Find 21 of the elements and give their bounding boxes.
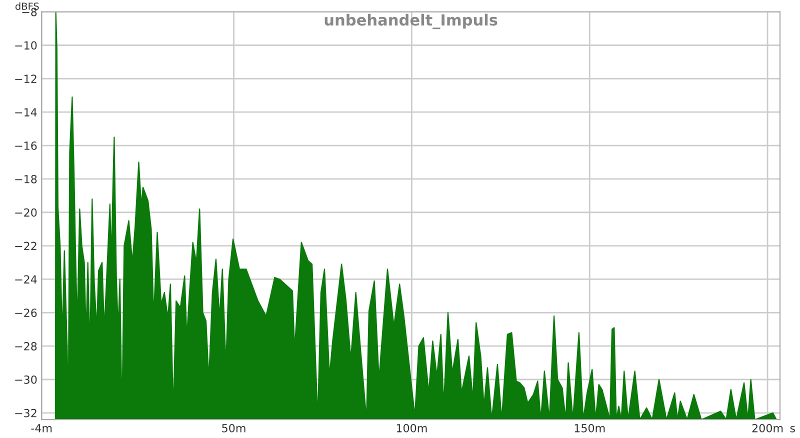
y-tick-label: −10 [15,41,37,50]
x-tick-label: 200m [752,424,783,432]
y-tick-label: −18 [15,174,37,184]
x-tick-label: 100m [396,424,427,432]
y-tick-label: −24 [15,275,37,284]
y-tick-label: −16 [15,142,37,150]
y-tick-label: −14 [15,108,37,116]
y-tick-label: −32 [15,408,36,418]
x-tick-label: 50m [222,424,246,432]
y-tick-label: −20 [15,208,37,217]
x-axis-title: s [790,426,795,432]
y-tick-label: −28 [15,342,37,350]
y-axis-title: dBFS [15,2,39,10]
y-tick-label: −12 [15,74,36,83]
y-tick-label: −30 [15,375,37,384]
y-tick-label: −8 [22,8,37,16]
y-tick-label: −22 [15,242,36,250]
x-tick-label: -4m [31,424,52,432]
x-tick-label: 150m [574,424,605,432]
chart-title: unbehandelt_Impuls [324,14,498,30]
y-tick-label: −26 [15,308,37,318]
